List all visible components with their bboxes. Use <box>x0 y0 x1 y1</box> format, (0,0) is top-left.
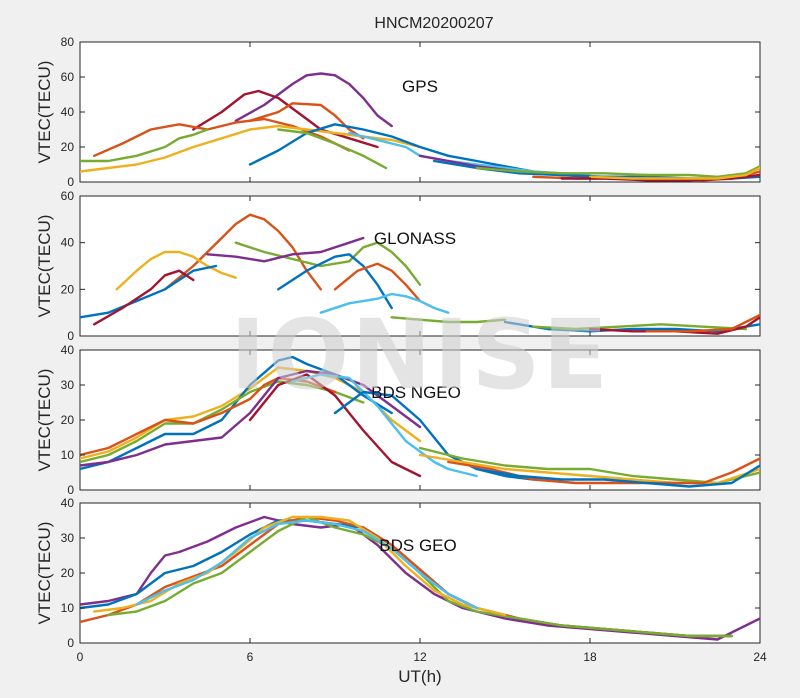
series-line-5 <box>92 515 507 617</box>
y-tick-label: 80 <box>61 35 75 49</box>
series-line-12 <box>532 323 747 331</box>
y-tick-label: 60 <box>61 70 75 84</box>
series-line-7 <box>291 373 478 478</box>
series-line-1 <box>234 72 393 128</box>
series-line-11 <box>503 320 760 333</box>
panel-annotation: BDS NGEO <box>371 383 461 402</box>
series-line-3 <box>234 241 422 286</box>
series-line-13 <box>588 316 760 335</box>
series-line-5 <box>80 369 422 467</box>
x-tick-label: 6 <box>247 650 254 664</box>
y-tick-label: 40 <box>61 236 75 250</box>
series-line-12 <box>475 165 760 179</box>
series-line-8 <box>333 390 535 481</box>
y-tick-label: 10 <box>61 601 75 615</box>
y-tick-label: 20 <box>61 413 75 427</box>
series-line-4 <box>92 117 351 158</box>
y-tick-label: 20 <box>61 140 75 154</box>
series-line-2 <box>115 250 238 291</box>
watermark-text: IONISE <box>230 299 610 411</box>
series-line-3 <box>80 380 365 464</box>
x-tick-label: 0 <box>77 650 84 664</box>
panel-annotation: GPS <box>402 77 438 96</box>
series-line-15 <box>588 166 760 180</box>
panel-annotation: BDS GEO <box>379 536 456 555</box>
y-axis-label: VTEC(TECU) <box>35 369 54 472</box>
y-tick-label: 0 <box>67 175 74 189</box>
series-line-7 <box>277 253 393 310</box>
y-tick-label: 30 <box>61 531 75 545</box>
series-group <box>80 515 760 641</box>
series-group <box>80 355 760 488</box>
panel-3: 0 10 20 30 40 VTEC(TECU) BDS NGEO <box>35 343 761 497</box>
series-line-7 <box>248 123 535 173</box>
series-line-1 <box>163 213 322 291</box>
y-tick-label: 10 <box>61 448 75 462</box>
series-line-6 <box>92 269 195 326</box>
y-tick-label: 40 <box>61 105 75 119</box>
x-tick-label: 18 <box>583 650 597 664</box>
series-line-14 <box>645 313 760 333</box>
y-tick-label: 20 <box>61 566 75 580</box>
y-tick-label: 0 <box>67 636 74 650</box>
panel-annotation: GLONASS <box>374 229 456 248</box>
y-axis-label: VTEC(TECU) <box>35 61 54 164</box>
series-group <box>80 213 760 335</box>
y-tick-label: 60 <box>61 189 75 203</box>
y-axis-label: VTEC(TECU) <box>35 522 54 625</box>
series-line-5 <box>80 264 218 319</box>
series-line-3 <box>248 102 365 140</box>
y-tick-label: 0 <box>67 483 74 497</box>
panel-2: 0 20 40 60 VTEC(TECU) GLONASS <box>35 189 761 343</box>
series-line-6 <box>135 519 478 610</box>
series-line-9 <box>319 292 450 314</box>
series-line-6 <box>248 373 422 478</box>
series-line-5 <box>80 128 209 163</box>
y-tick-label: 30 <box>61 378 75 392</box>
series-line-12 <box>475 464 760 488</box>
panel-1: 0 20 40 60 80 VTEC(TECU) GPS <box>35 35 761 189</box>
series-line-14 <box>560 173 760 182</box>
x-axis-label: UT(h) <box>398 667 441 686</box>
x-tick-label: 12 <box>413 650 427 664</box>
y-tick-label: 0 <box>67 329 74 343</box>
y-tick-label: 20 <box>61 282 75 296</box>
y-tick-label: 40 <box>61 496 75 510</box>
figure-title: HNCM20200207 <box>374 15 493 32</box>
series-group <box>80 72 760 182</box>
series-line-10 <box>390 316 507 324</box>
series-line-9 <box>277 128 388 170</box>
series-line-4 <box>107 515 733 638</box>
series-line-4 <box>80 376 337 457</box>
panel-4: 0 10 20 30 40 0 6 12 18 24 VTEC(TECU) BDS GEO <box>35 496 767 664</box>
y-tick-label: 40 <box>61 343 75 357</box>
series-line-4 <box>206 236 365 263</box>
series-line-8 <box>333 262 422 303</box>
axes-box <box>79 41 761 183</box>
y-axis-label: VTEC(TECU) <box>35 215 54 318</box>
x-tick-label: 24 <box>753 650 767 664</box>
